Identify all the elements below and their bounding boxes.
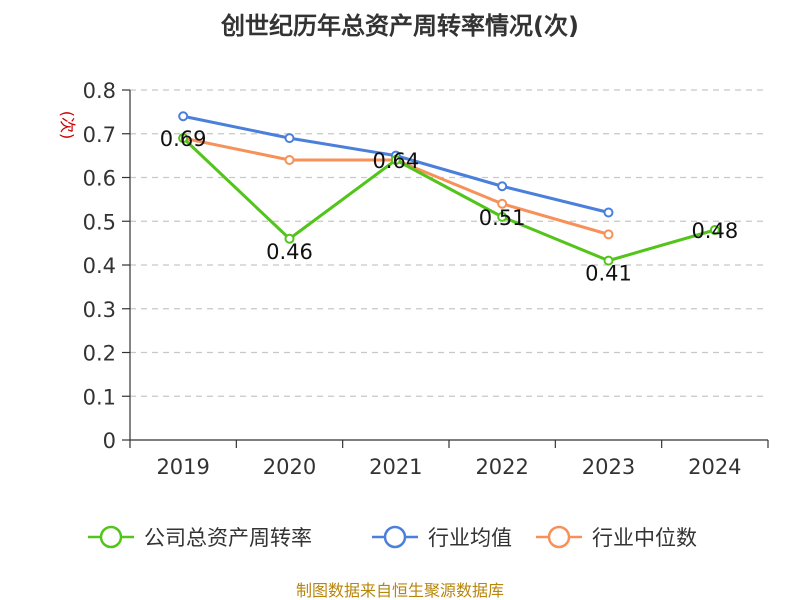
x-tick-label: 2020 [263,455,316,479]
y-axis-label: (次) [58,111,77,140]
data-point [603,207,614,218]
data-point [284,155,295,165]
data-label: 0.51 [479,206,526,230]
y-tick-label: 0.3 [83,298,116,322]
y-tick-label: 0 [103,429,116,453]
data-point [603,229,614,240]
data-point [603,255,614,266]
data-label: 0.64 [372,149,419,173]
data-point [497,211,508,222]
data-point [709,225,720,235]
data-label: 0.41 [585,262,632,286]
legend-marker [547,525,571,549]
y-tick-label: 0.1 [83,385,116,409]
y-tick-label: 0.4 [83,254,116,278]
source-note: 制图数据来自恒生聚源数据库 [296,581,504,600]
y-tick-label: 0.8 [83,79,116,103]
legend-marker [383,525,407,549]
y-tick-label: 0.6 [83,167,116,191]
legend-label: 行业中位数 [592,526,697,550]
data-point [390,155,401,165]
y-axis: 0 0.1 0.2 0.3 0.4 0.5 0.6 0.7 0.8 [83,79,131,453]
data-label: 0.48 [691,219,738,243]
x-tick-label: 2024 [688,455,741,479]
y-tick-label: 0.7 [83,123,116,147]
data-point [284,133,295,144]
data-point [497,198,508,209]
chart-title: 创世纪历年总资产周转率情况(次) [220,12,579,40]
x-tick-label: 2023 [582,455,635,479]
data-point [178,111,189,122]
x-axis: 2019 2020 2021 2022 2023 2024 [129,439,769,479]
data-point [284,233,295,244]
x-tick-label: 2019 [156,455,209,479]
data-label: 0.46 [266,240,313,264]
x-tick-label: 2021 [369,455,422,479]
data-label: 0.69 [160,127,207,151]
legend-label: 行业均值 [428,526,512,550]
data-point [178,133,189,144]
data-point [497,181,508,192]
x-tick-label: 2022 [475,455,528,479]
y-tick-label: 0.2 [83,342,116,366]
legend: 公司总资产周转率 行业均值 行业中位数 [88,525,697,550]
data-labels: 0.69 0.46 0.64 0.51 0.41 0.48 [160,127,738,286]
y-tick-label: 0.5 [83,210,116,234]
gridlines [130,89,768,397]
series-group [178,111,720,266]
legend-label: 公司总资产周转率 [144,526,312,550]
legend-marker [99,525,123,549]
series-line-0 [182,137,716,263]
